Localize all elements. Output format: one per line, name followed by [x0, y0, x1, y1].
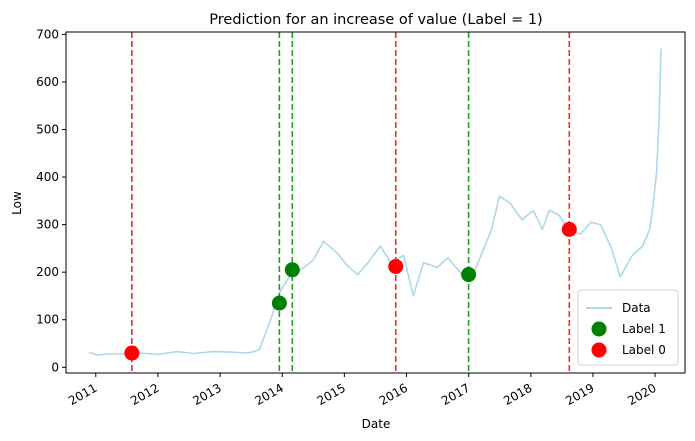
- data-series-line: [88, 48, 662, 356]
- x-tick-label: 2016: [377, 381, 410, 408]
- y-tick-label: 400: [36, 170, 59, 184]
- x-tick-label: 2014: [253, 381, 286, 408]
- chart-title: Prediction for an increase of value (Lab…: [209, 12, 542, 28]
- y-axis-label: Low: [10, 191, 24, 215]
- plot-area: [88, 32, 662, 373]
- x-tick-label: 2018: [501, 381, 534, 408]
- x-axis-label: Date: [362, 417, 391, 431]
- y-tick-label: 700: [36, 27, 59, 41]
- legend-swatch-marker: [591, 342, 607, 358]
- y-tick-label: 500: [36, 122, 59, 136]
- x-tick-label: 2019: [563, 381, 596, 408]
- y-tick-label: 600: [36, 75, 59, 89]
- y-tick-label: 200: [36, 265, 59, 279]
- legend: Data Label 1 Label 0: [577, 289, 679, 366]
- legend-entry-label: Label 1: [622, 322, 666, 336]
- label-0-point: [124, 345, 140, 361]
- plot-frame: [65, 31, 686, 374]
- legend-swatch-marker: [591, 321, 607, 337]
- label-1-point: [284, 262, 300, 278]
- x-tick-label: 2012: [128, 381, 161, 408]
- label-0-point: [561, 221, 577, 237]
- y-tick-label: 100: [36, 313, 59, 327]
- x-tick-label: 2013: [190, 381, 223, 408]
- y-tick-label: 300: [36, 218, 59, 232]
- label-0-point: [388, 258, 404, 274]
- x-tick-label: 2015: [315, 381, 348, 408]
- legend-entry-label: Label 0: [622, 343, 666, 357]
- x-tick-label: 2017: [439, 381, 472, 408]
- y-tick-label: 0: [51, 360, 59, 374]
- label-1-point: [271, 295, 287, 311]
- legend-entry-label: Data: [622, 301, 651, 315]
- label-1-point: [461, 267, 477, 283]
- x-tick-label: 2011: [66, 381, 99, 408]
- x-tick-label: 2020: [625, 381, 658, 408]
